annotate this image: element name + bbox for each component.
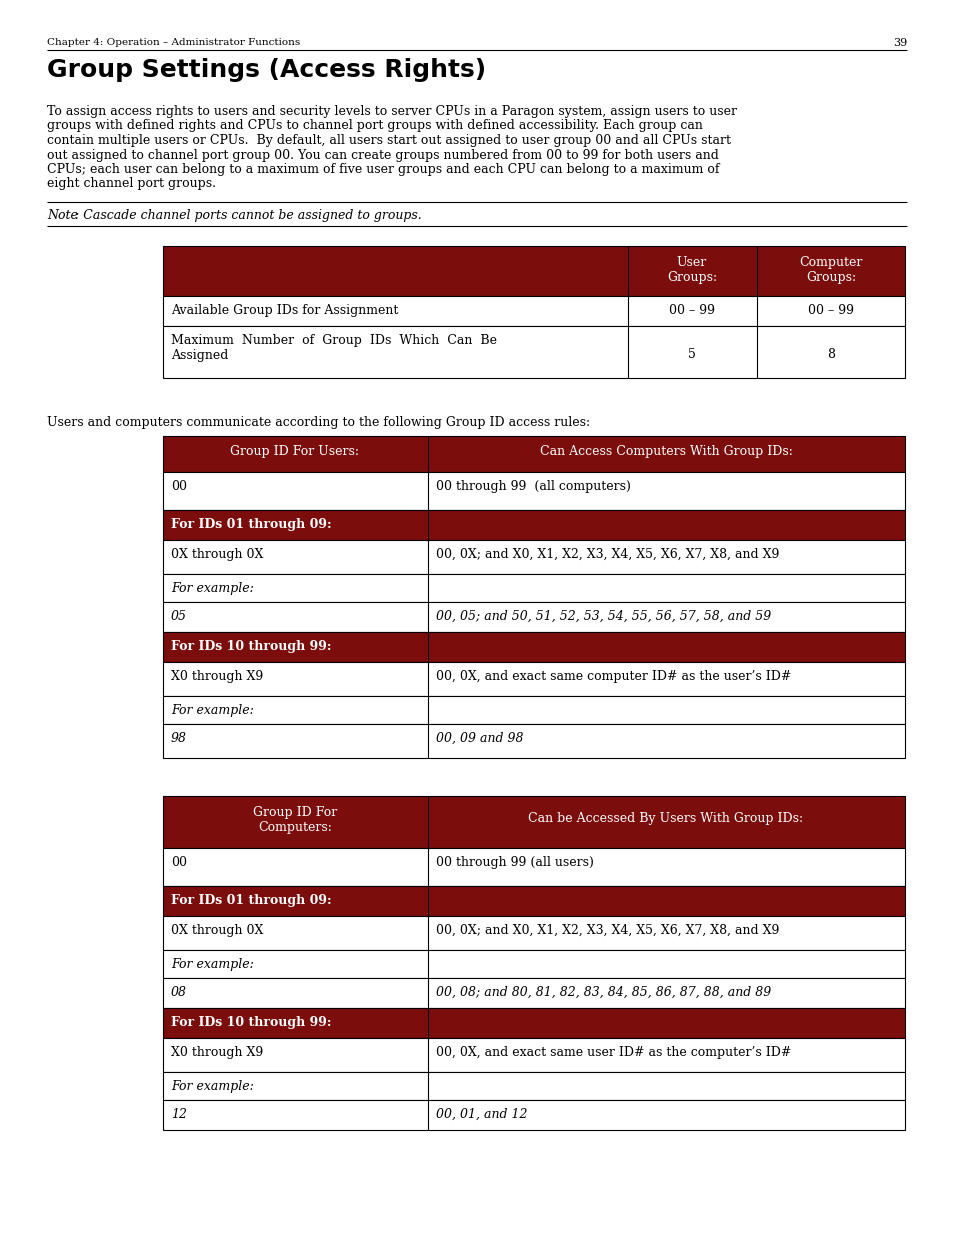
Text: 00, 0X, and exact same computer ID# as the user’s ID#: 00, 0X, and exact same computer ID# as t… bbox=[436, 671, 791, 683]
Bar bbox=[163, 436, 904, 472]
Text: For example:: For example: bbox=[171, 958, 253, 971]
Text: 0X through 0X: 0X through 0X bbox=[171, 548, 263, 561]
Bar bbox=[163, 797, 904, 848]
Bar bbox=[163, 1008, 904, 1037]
Text: For IDs 10 through 99:: For IDs 10 through 99: bbox=[171, 640, 331, 653]
Text: 12: 12 bbox=[171, 1108, 187, 1121]
Bar bbox=[163, 326, 904, 378]
Text: X0 through X9: X0 through X9 bbox=[171, 671, 263, 683]
Text: 00, 09 and 98: 00, 09 and 98 bbox=[436, 732, 523, 745]
Bar bbox=[163, 1037, 904, 1072]
Text: 00, 08; and 80, 81, 82, 83, 84, 85, 86, 87, 88, and 89: 00, 08; and 80, 81, 82, 83, 84, 85, 86, … bbox=[436, 986, 770, 999]
Bar bbox=[163, 885, 904, 916]
Bar bbox=[163, 540, 904, 574]
Bar bbox=[163, 574, 904, 601]
Text: 00 – 99: 00 – 99 bbox=[807, 304, 853, 317]
Text: groups with defined rights and CPUs to channel port groups with defined accessib: groups with defined rights and CPUs to c… bbox=[47, 120, 702, 132]
Text: For example:: For example: bbox=[171, 582, 253, 595]
Text: For IDs 01 through 09:: For IDs 01 through 09: bbox=[171, 517, 332, 531]
Text: 00 through 99 (all users): 00 through 99 (all users) bbox=[436, 856, 594, 869]
Bar bbox=[163, 978, 904, 1008]
Bar bbox=[163, 662, 904, 697]
Text: Chapter 4: Operation – Administrator Functions: Chapter 4: Operation – Administrator Fun… bbox=[47, 38, 300, 47]
Text: 08: 08 bbox=[171, 986, 187, 999]
Bar bbox=[163, 1100, 904, 1130]
Bar bbox=[163, 724, 904, 758]
Text: 39: 39 bbox=[892, 38, 906, 48]
Text: Can be Accessed By Users With Group IDs:: Can be Accessed By Users With Group IDs: bbox=[528, 811, 802, 825]
Text: Available Group IDs for Assignment: Available Group IDs for Assignment bbox=[171, 304, 398, 317]
Text: 00, 01, and 12: 00, 01, and 12 bbox=[436, 1108, 527, 1121]
Text: 00 through 99  (all computers): 00 through 99 (all computers) bbox=[436, 480, 630, 493]
Text: For example:: For example: bbox=[171, 1079, 253, 1093]
Text: 8: 8 bbox=[826, 348, 834, 361]
Text: eight channel port groups.: eight channel port groups. bbox=[47, 178, 215, 190]
Text: To assign access rights to users and security levels to server CPUs in a Paragon: To assign access rights to users and sec… bbox=[47, 105, 737, 119]
Text: 00, 05; and 50, 51, 52, 53, 54, 55, 56, 57, 58, and 59: 00, 05; and 50, 51, 52, 53, 54, 55, 56, … bbox=[436, 610, 770, 622]
Text: Note: Note bbox=[47, 209, 78, 222]
Bar bbox=[163, 848, 904, 885]
Bar bbox=[163, 601, 904, 632]
Text: Can Access Computers With Group IDs:: Can Access Computers With Group IDs: bbox=[539, 445, 792, 458]
Text: Computer
Groups:: Computer Groups: bbox=[799, 256, 862, 284]
Text: 00: 00 bbox=[171, 480, 187, 493]
Text: 00: 00 bbox=[171, 856, 187, 869]
Text: contain multiple users or CPUs.  By default, all users start out assigned to use: contain multiple users or CPUs. By defau… bbox=[47, 135, 730, 147]
Text: 00, 0X; and X0, X1, X2, X3, X4, X5, X6, X7, X8, and X9: 00, 0X; and X0, X1, X2, X3, X4, X5, X6, … bbox=[436, 548, 779, 561]
Text: Group ID For
Computers:: Group ID For Computers: bbox=[253, 806, 336, 834]
Text: 05: 05 bbox=[171, 610, 187, 622]
Bar bbox=[163, 472, 904, 510]
Text: 00, 0X; and X0, X1, X2, X3, X4, X5, X6, X7, X8, and X9: 00, 0X; and X0, X1, X2, X3, X4, X5, X6, … bbox=[436, 924, 779, 937]
Bar bbox=[163, 632, 904, 662]
Bar bbox=[163, 246, 904, 296]
Text: out assigned to channel port group 00. You can create groups numbered from 00 to: out assigned to channel port group 00. Y… bbox=[47, 148, 719, 162]
Bar bbox=[163, 296, 904, 326]
Text: User
Groups:: User Groups: bbox=[666, 256, 717, 284]
Text: For example:: For example: bbox=[171, 704, 253, 718]
Text: CPUs; each user can belong to a maximum of five user groups and each CPU can bel: CPUs; each user can belong to a maximum … bbox=[47, 163, 719, 177]
Text: X0 through X9: X0 through X9 bbox=[171, 1046, 263, 1058]
Bar bbox=[163, 1072, 904, 1100]
Bar bbox=[163, 916, 904, 950]
Text: For IDs 01 through 09:: For IDs 01 through 09: bbox=[171, 894, 332, 906]
Text: Group ID For Users:: Group ID For Users: bbox=[231, 445, 359, 458]
Text: Maximum  Number  of  Group  IDs  Which  Can  Be
Assigned: Maximum Number of Group IDs Which Can Be… bbox=[171, 333, 497, 362]
Bar bbox=[163, 697, 904, 724]
Text: For IDs 10 through 99:: For IDs 10 through 99: bbox=[171, 1016, 331, 1029]
Bar bbox=[163, 510, 904, 540]
Text: Users and computers communicate according to the following Group ID access rules: Users and computers communicate accordin… bbox=[47, 416, 590, 429]
Text: 00, 0X, and exact same user ID# as the computer’s ID#: 00, 0X, and exact same user ID# as the c… bbox=[436, 1046, 791, 1058]
Bar bbox=[163, 950, 904, 978]
Text: 00 – 99: 00 – 99 bbox=[668, 304, 714, 317]
Text: 98: 98 bbox=[171, 732, 187, 745]
Text: 0X through 0X: 0X through 0X bbox=[171, 924, 263, 937]
Text: : Cascade channel ports cannot be assigned to groups.: : Cascade channel ports cannot be assign… bbox=[75, 209, 421, 222]
Text: Group Settings (Access Rights): Group Settings (Access Rights) bbox=[47, 58, 486, 82]
Text: 5: 5 bbox=[687, 348, 695, 361]
